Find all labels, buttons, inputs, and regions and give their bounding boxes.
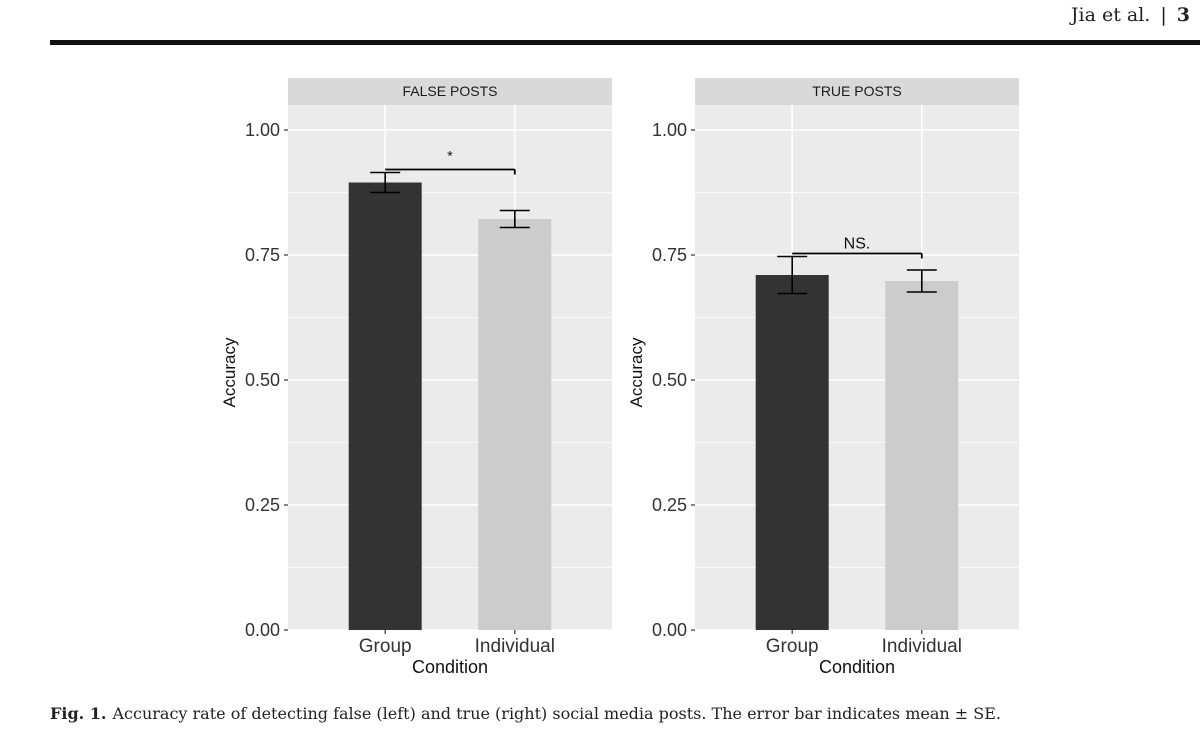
- y-tick-label: 1.00: [245, 120, 280, 140]
- caption-label: Fig. 1.: [50, 704, 107, 723]
- x-tick-label: Individual: [882, 636, 962, 657]
- bar-individual: [478, 219, 552, 630]
- page-header: Jia et al. | 3: [1071, 4, 1190, 26]
- facet-title: TRUE POSTS: [812, 83, 901, 99]
- y-tick-label: 0.00: [652, 620, 687, 640]
- y-tick-label: 0.50: [245, 370, 280, 390]
- x-tick-label: Individual: [475, 636, 555, 657]
- bar-group: [755, 275, 829, 630]
- x-axis-title: Condition: [412, 657, 488, 677]
- page-number: 3: [1176, 4, 1190, 26]
- y-tick-label: 0.00: [245, 620, 280, 640]
- header-rule: [50, 40, 1200, 45]
- y-tick-label: 0.25: [245, 495, 280, 515]
- chart-panel-true-posts: TRUE POSTS 0.00 0.25 0.50 0.75 1.00 NS. Group In…: [627, 78, 1019, 677]
- y-tick-label: 0.75: [245, 245, 280, 265]
- figure-chart: FALSE POSTS 0.00 0.25 0.50 0.75 1.00 * Group Ind…: [220, 78, 1019, 677]
- y-axis-title: Accuracy: [627, 337, 646, 407]
- y-tick-label: 1.00: [652, 120, 687, 140]
- y-tick-label: 0.75: [652, 245, 687, 265]
- running-head-authors: Jia et al.: [1070, 4, 1151, 26]
- caption-text: Accuracy rate of detecting false (left) …: [112, 704, 1001, 723]
- bar-group: [348, 182, 422, 630]
- plot-panel: [695, 105, 1019, 630]
- plot-panel: [288, 105, 612, 630]
- y-axis-title: Accuracy: [220, 337, 239, 407]
- x-axis-title: Condition: [819, 657, 895, 677]
- significance-label: NS.: [844, 236, 871, 253]
- y-tick-label: 0.25: [652, 495, 687, 515]
- facet-title: FALSE POSTS: [403, 83, 498, 99]
- facet-strip: [695, 78, 1019, 105]
- figure-caption: Fig. 1. Accuracy rate of detecting false …: [50, 704, 1170, 723]
- y-tick-label: 0.50: [652, 370, 687, 390]
- bar-individual: [885, 281, 959, 630]
- header-separator: |: [1160, 4, 1167, 26]
- significance-label: *: [447, 148, 453, 164]
- x-tick-label: Group: [766, 636, 819, 657]
- x-tick-label: Group: [359, 636, 412, 657]
- facet-strip: [288, 78, 612, 105]
- chart-panel-false-posts: FALSE POSTS 0.00 0.25 0.50 0.75 1.00 * Group Ind…: [220, 78, 612, 677]
